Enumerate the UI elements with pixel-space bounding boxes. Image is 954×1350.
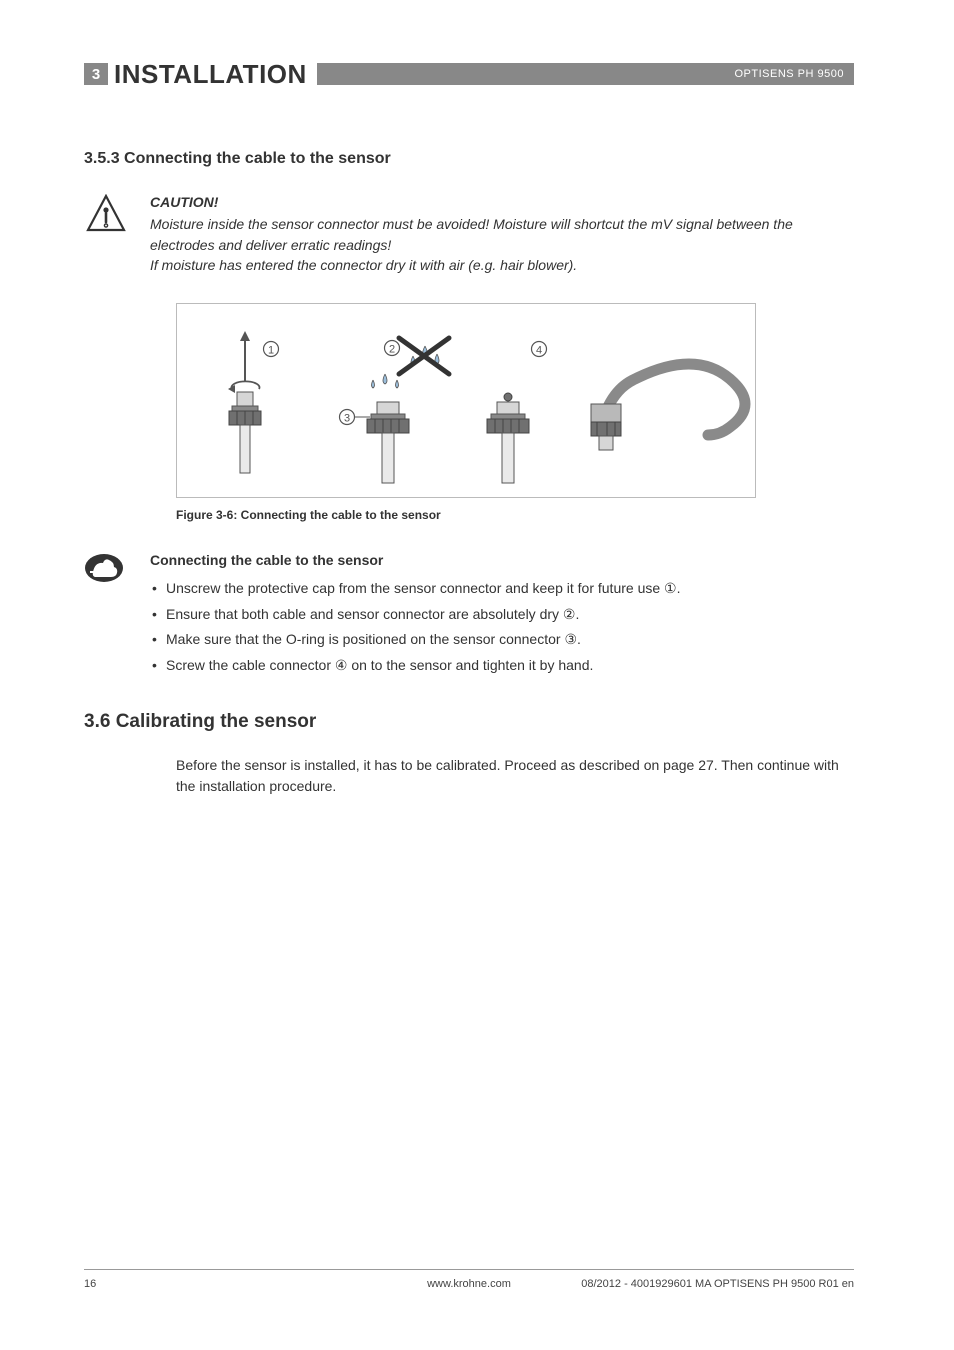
page-number: 16 bbox=[84, 1278, 96, 1290]
figure-step-3 bbox=[487, 393, 529, 483]
procedure-step-3: Make sure that the O-ring is positioned … bbox=[150, 629, 854, 651]
content-area: 3.5.3 Connecting the cable to the sensor… bbox=[84, 150, 854, 797]
figure-3-6: 1 bbox=[176, 303, 756, 498]
caution-block: CAUTION! Moisture inside the sensor conn… bbox=[84, 192, 854, 275]
figure-step-2: 2 3 bbox=[340, 338, 450, 483]
procedure-steps: Unscrew the protective cap from the sens… bbox=[150, 578, 854, 677]
figure-step-4: 4 bbox=[532, 342, 746, 451]
footer-url: www.krohne.com bbox=[427, 1278, 511, 1290]
procedure-block: Connecting the cable to the sensor Unscr… bbox=[84, 550, 854, 680]
svg-text:3: 3 bbox=[344, 413, 350, 425]
caution-line-1: Moisture inside the sensor connector mus… bbox=[150, 214, 854, 255]
caution-heading: CAUTION! bbox=[150, 192, 854, 212]
caution-text: CAUTION! Moisture inside the sensor conn… bbox=[150, 192, 854, 275]
header-stripe: OPTISENS PH 9500 bbox=[317, 63, 854, 85]
figure-caption: Figure 3-6: Connecting the cable to the … bbox=[176, 508, 854, 522]
section-body: Before the sensor is installed, it has t… bbox=[176, 755, 854, 797]
procedure-text: Connecting the cable to the sensor Unscr… bbox=[150, 550, 854, 680]
chapter-number-badge: 3 bbox=[84, 63, 108, 85]
svg-text:1: 1 bbox=[268, 345, 274, 357]
footer-doc-info: 08/2012 - 4001929601 MA OPTISENS PH 9500… bbox=[581, 1278, 854, 1290]
caution-line-2: If moisture has entered the connector dr… bbox=[150, 255, 854, 275]
caution-icon bbox=[84, 192, 132, 275]
figure-step-1: 1 bbox=[228, 331, 279, 473]
svg-text:2: 2 bbox=[389, 344, 395, 356]
procedure-step-1: Unscrew the protective cap from the sens… bbox=[150, 578, 854, 600]
footer: 16 www.krohne.com 08/2012 - 4001929601 M… bbox=[84, 1269, 854, 1290]
procedure-step-2: Ensure that both cable and sensor connec… bbox=[150, 604, 854, 626]
procedure-heading: Connecting the cable to the sensor bbox=[150, 550, 854, 572]
subsection-title: 3.5.3 Connecting the cable to the sensor bbox=[84, 150, 854, 168]
header-bar: 3 INSTALLATION OPTISENS PH 9500 bbox=[84, 60, 854, 88]
model-label: OPTISENS PH 9500 bbox=[735, 68, 845, 80]
chapter-title: INSTALLATION bbox=[114, 59, 307, 90]
section-title: 3.6 Calibrating the sensor bbox=[84, 711, 854, 733]
svg-text:4: 4 bbox=[536, 345, 542, 357]
procedure-icon bbox=[84, 550, 132, 680]
procedure-step-4: Screw the cable connector ④ on to the se… bbox=[150, 655, 854, 677]
